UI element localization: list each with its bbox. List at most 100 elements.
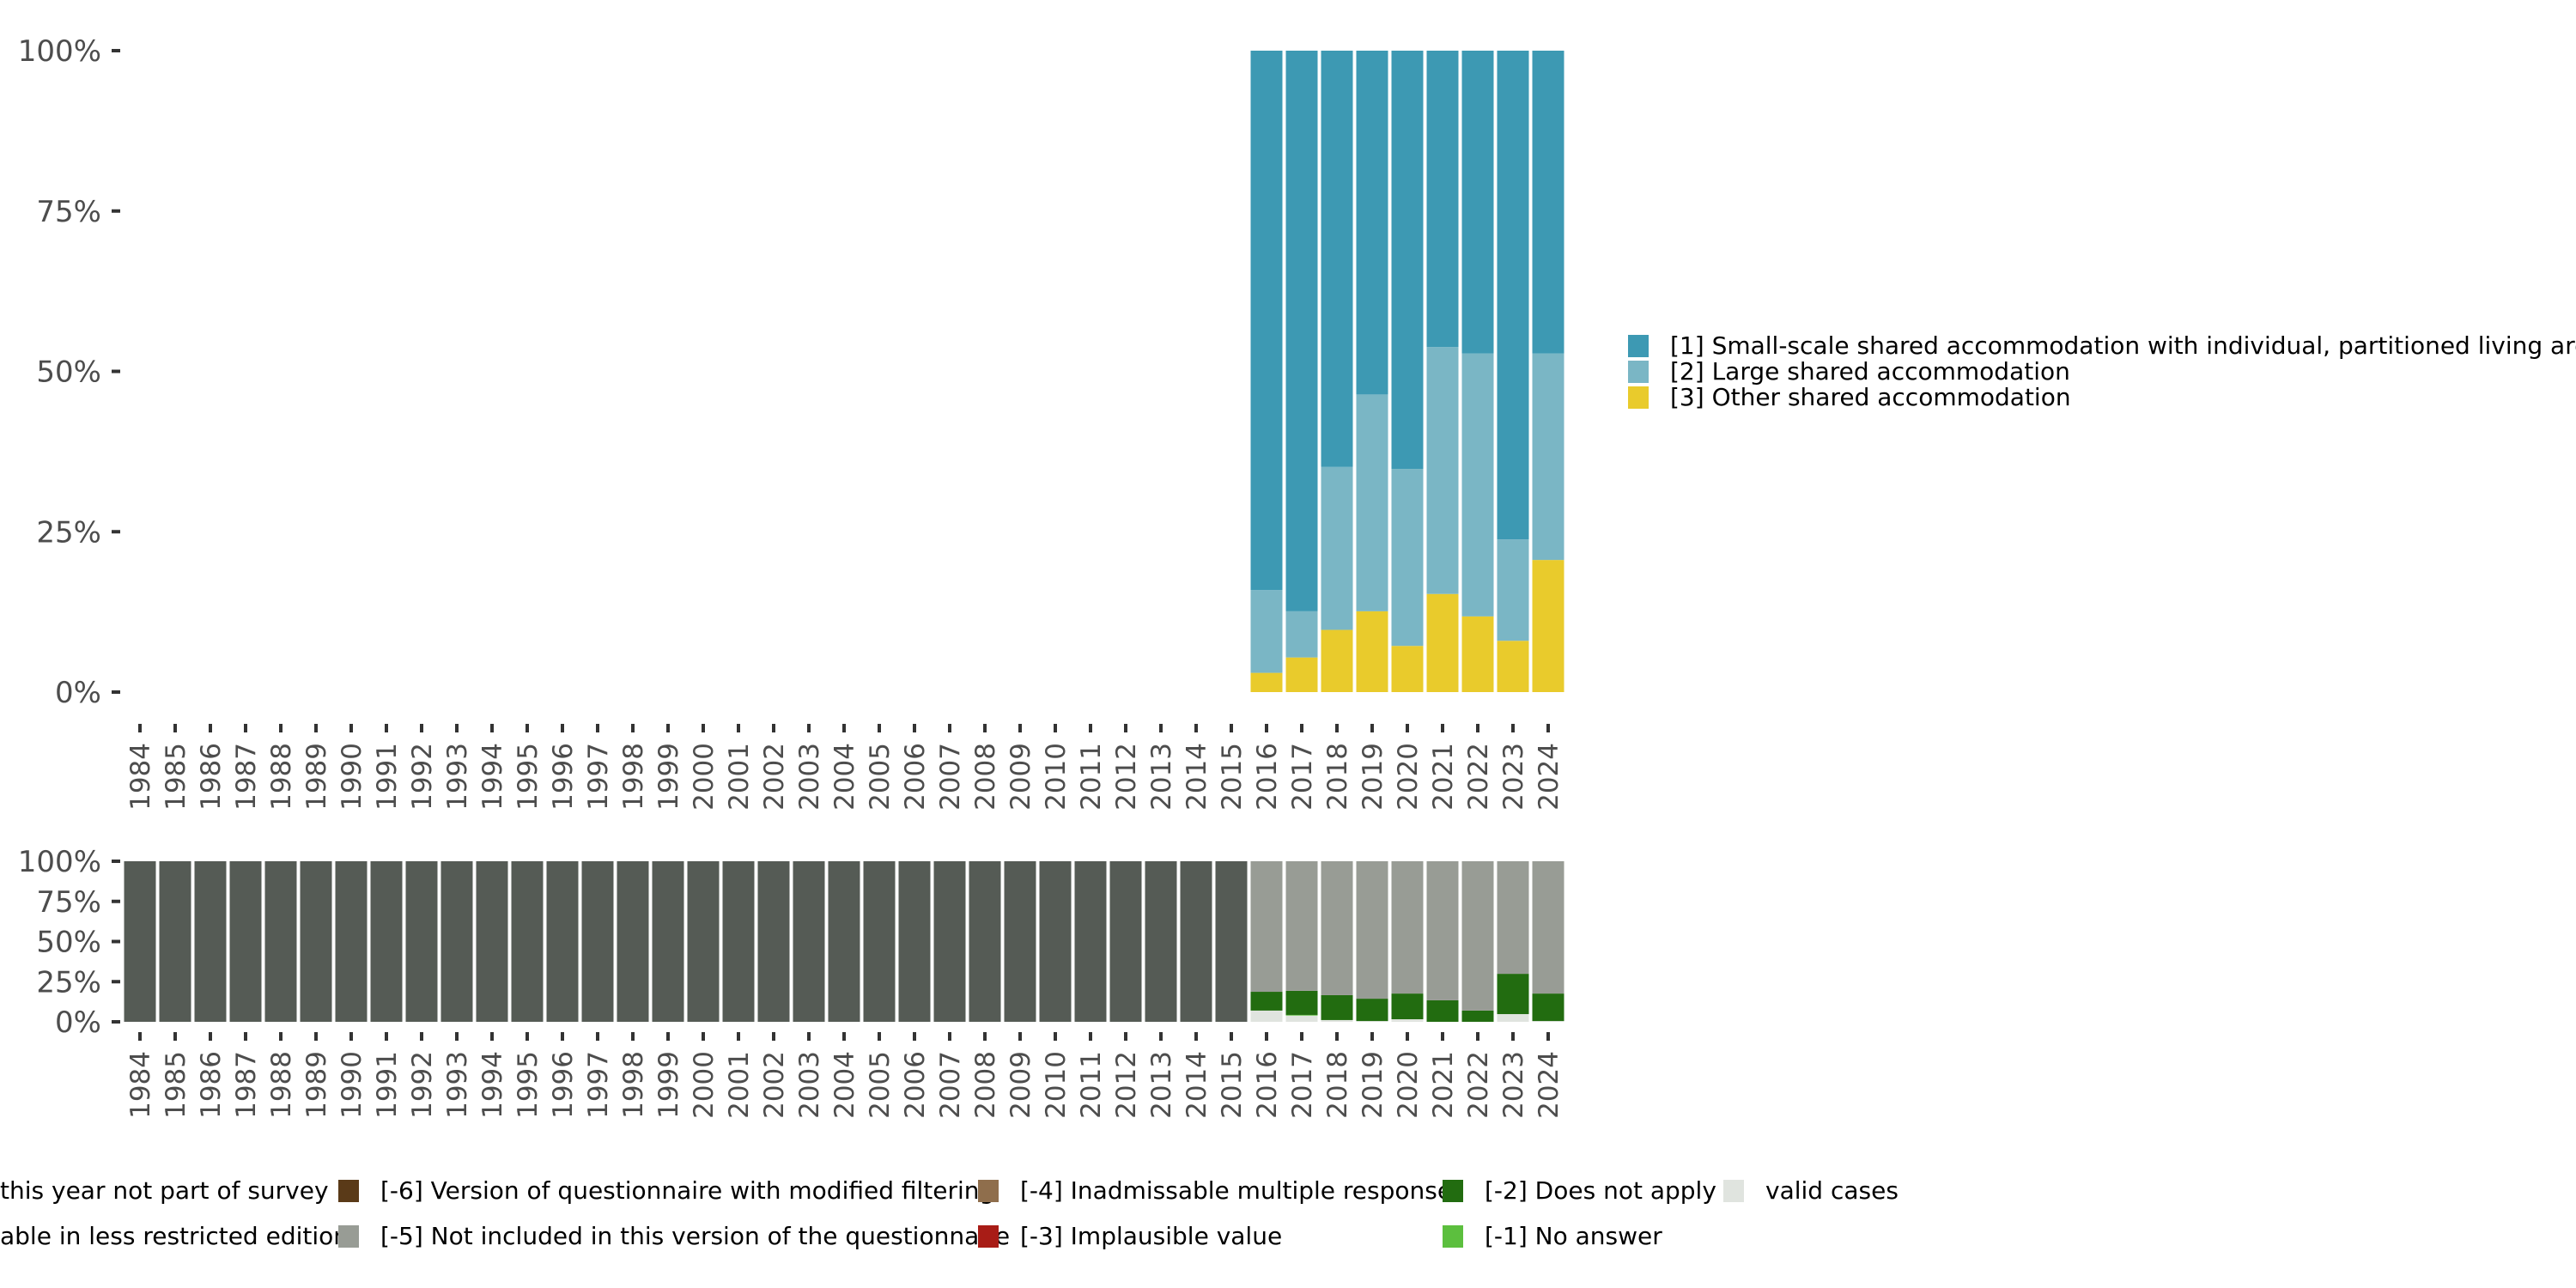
x-tick-label: 2002 (759, 743, 790, 811)
bar-segment (1321, 51, 1353, 467)
x-tick-label: 1985 (161, 1051, 191, 1119)
x-tick-label: 1995 (513, 1051, 544, 1119)
x-tick-label: 2017 (1287, 1051, 1318, 1119)
legend-label: [-3] Implausible value (1020, 1222, 1282, 1250)
legend-key (1628, 335, 1649, 357)
bar-segment (1497, 641, 1529, 692)
x-tick-label: 2016 (1252, 1051, 1283, 1119)
bar-segment (1285, 657, 1318, 692)
bar-segment (1250, 861, 1283, 993)
x-tick-label: 2013 (1146, 743, 1177, 811)
x-tick-label: 1988 (266, 1051, 297, 1119)
legend-label: [2] Large shared accommodation (1670, 357, 2070, 386)
bar-segment (1285, 611, 1318, 658)
x-tick-label: 1994 (477, 743, 508, 811)
x-tick-label: 2018 (1322, 743, 1353, 811)
bottom-x-axis: 1984 1985 1986 1987 1988 1989 1990 1991 1992 1993… (125, 1032, 1564, 1119)
bar-segment (1039, 861, 1072, 1022)
x-tick-label: 2000 (689, 743, 720, 811)
legend-label: able in less restricted edition (0, 1222, 349, 1250)
x-tick-label: 2018 (1322, 1051, 1353, 1119)
bar-segment (1285, 1014, 1318, 1016)
x-tick-label: 2020 (1393, 743, 1424, 811)
x-tick-label: 1984 (125, 743, 156, 811)
legend-key (1443, 1180, 1463, 1202)
x-tick-label: 2006 (900, 1051, 931, 1119)
bar-segment (1180, 861, 1212, 1022)
x-tick-label: 1997 (583, 743, 614, 811)
bar-segment (1497, 539, 1529, 641)
x-tick-label: 2015 (1217, 1051, 1248, 1119)
x-tick-label: 1984 (125, 1051, 156, 1119)
bar-segment (1356, 611, 1388, 692)
legend-label: valid cases (1765, 1176, 1899, 1205)
legend-key (338, 1180, 359, 1202)
bar-segment (1356, 1021, 1388, 1022)
bottom-legend: this year not part of survey able in less… (0, 1176, 1899, 1250)
x-tick-label: 2016 (1252, 743, 1283, 811)
bar-segment (229, 861, 262, 1022)
x-tick-label: 1993 (442, 743, 473, 811)
bar-segment (440, 861, 473, 1022)
bar-segment (1532, 353, 1564, 561)
legend-key (1628, 361, 1649, 383)
legend-key (1628, 386, 1649, 409)
bar-segment (1074, 861, 1107, 1022)
bar-segment (1356, 999, 1388, 1022)
bar-segment (264, 861, 297, 1022)
legend-label: [-6] Version of questionnaire with modif… (380, 1176, 994, 1205)
bar-segment (1426, 999, 1459, 1022)
x-tick-label: 1992 (407, 1051, 438, 1119)
x-tick-label: 2001 (724, 1051, 755, 1119)
x-tick-label: 2023 (1498, 743, 1529, 811)
bar-segment (1426, 593, 1459, 692)
bar-segment (1461, 861, 1494, 1011)
legend-key (978, 1225, 999, 1248)
legend-label: [-4] Inadmissable multiple response (1020, 1176, 1452, 1205)
top-x-axis: 1984 1985 1986 1987 1988 1989 1990 1991 1992 1993… (125, 724, 1564, 811)
bar-segment (1426, 861, 1459, 1000)
bar-segment (1461, 353, 1494, 617)
bar-segment (1497, 51, 1529, 540)
bar-segment (1532, 560, 1564, 692)
bar-segment (1356, 861, 1388, 999)
x-tick-label: 2012 (1111, 743, 1142, 811)
bar-segment (1145, 861, 1177, 1022)
x-tick-label: 1993 (442, 1051, 473, 1119)
bar-segment (1250, 590, 1283, 673)
bar-segment (722, 861, 755, 1022)
x-tick-label: 2014 (1182, 743, 1212, 811)
bar-segment (1250, 1010, 1283, 1022)
x-tick-label: 1991 (372, 1051, 403, 1119)
x-tick-label: 2008 (970, 743, 1001, 811)
x-tick-label: 1988 (266, 743, 297, 811)
x-tick-label: 2024 (1534, 1051, 1564, 1119)
x-tick-label: 1992 (407, 743, 438, 811)
y-tick-label: 0% (55, 676, 101, 710)
bar-segment (370, 861, 403, 1022)
x-tick-label: 2014 (1182, 1051, 1212, 1119)
bar-segment (1109, 861, 1142, 1022)
y-tick-label: 25% (36, 515, 101, 550)
legend-label: [1] Small-scale shared accommodation wit… (1670, 331, 2576, 360)
bar-segment (300, 861, 332, 1022)
x-tick-label: 2000 (689, 1051, 720, 1119)
x-tick-label: 1998 (618, 743, 649, 811)
bar-segment (933, 861, 966, 1022)
x-tick-label: 1994 (477, 1051, 508, 1119)
x-tick-label: 1999 (653, 1051, 684, 1119)
x-tick-label: 2021 (1428, 1051, 1459, 1119)
bottom-chart: 0% 25% 50% 75% 100% 1984 1985 1986 1987 1988 1989… (18, 845, 1564, 1119)
x-tick-label: 2022 (1463, 1051, 1494, 1119)
bar-segment (1004, 861, 1036, 1022)
x-tick-label: 2020 (1393, 1051, 1424, 1119)
bar-segment (1461, 51, 1494, 354)
bar-segment (476, 861, 508, 1022)
bar-segment (1321, 629, 1353, 692)
bar-segment (546, 861, 579, 1022)
legend-label: this year not part of survey (0, 1176, 329, 1205)
bar-segment (1391, 861, 1424, 994)
x-tick-label: 2007 (935, 743, 966, 811)
x-tick-label: 2008 (970, 1051, 1001, 1119)
y-tick-label: 100% (18, 34, 101, 69)
